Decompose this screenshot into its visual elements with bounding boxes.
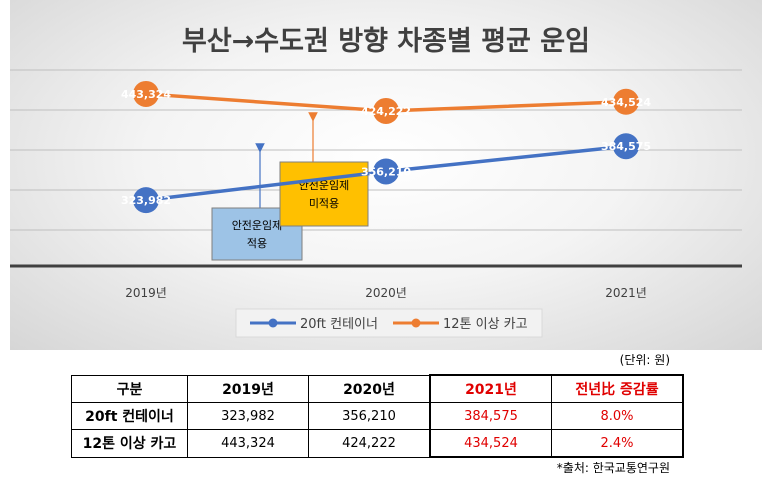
data-point: [613, 88, 639, 115]
cell-cargo-2019: 443,324: [187, 429, 309, 458]
row-label-cargo: 12톤 이상 카고: [71, 429, 188, 458]
legend-label: 12톤 이상 카고: [443, 317, 528, 332]
chart-title: 부산→수도권 방향 차종별 평균 운임: [182, 26, 590, 57]
row-label-container: 20ft 컨테이너: [71, 402, 188, 430]
cell-container-2021: 384,575: [429, 402, 552, 430]
chart-area: 부산→수도권 방향 차종별 평균 운임 2019년 2020년 2021년 안전운임…: [10, 0, 762, 350]
annotation-box: [279, 161, 369, 227]
data-point: [373, 158, 399, 185]
data-point: [133, 187, 159, 214]
source-note: *출처: 한국교통연구원: [556, 461, 670, 475]
annotation-text: 안전운임제: [232, 219, 283, 232]
data-label: 424,222: [361, 105, 411, 118]
line-chart: 부산→수도권 방향 차종별 평균 운임 2019년 2020년 2021년 안전운임…: [10, 26, 742, 338]
header-2021: 2021년: [429, 374, 552, 403]
legend-marker: [411, 318, 421, 328]
annotation-text: 적용: [247, 237, 267, 250]
data-point: [133, 80, 159, 107]
data-label: 384,575: [601, 140, 651, 153]
data-point: [613, 133, 639, 160]
header-change-rate: 전년比 증감률: [551, 374, 684, 403]
cell-cargo-2020: 424,222: [308, 429, 431, 458]
table-row: 20ft 컨테이너 323,982 356,210 384,575 8.0%: [71, 402, 684, 430]
x-tick-label: 2021년: [605, 286, 647, 300]
data-table: 구분 2019년 2020년 2021년 전년比 증감률 20ft 컨테이너 3…: [71, 374, 684, 458]
legend: 20ft 컨테이너 12톤 이상 카고: [235, 308, 543, 338]
x-tick-label: 2020년: [365, 286, 407, 300]
legend-label: 20ft 컨테이너: [300, 317, 378, 332]
table-header-row: 구분 2019년 2020년 2021년 전년比 증감률: [71, 374, 684, 403]
x-tick-label: 2019년: [125, 286, 167, 300]
cell-container-change: 8.0%: [551, 402, 684, 430]
legend-marker: [268, 318, 278, 328]
data-label: 434,524: [601, 96, 651, 109]
table-row: 12톤 이상 카고 443,324 424,222 434,524 2.4%: [71, 429, 684, 458]
cell-container-2019: 323,982: [187, 402, 309, 430]
data-label: 323,982: [121, 194, 171, 207]
cell-container-2020: 356,210: [308, 402, 431, 430]
annotation-text: 안전운임제: [299, 179, 350, 192]
header-category: 구분: [71, 374, 188, 403]
cell-cargo-change: 2.4%: [551, 429, 684, 458]
annotation-text: 미적용: [309, 197, 339, 210]
cell-cargo-2021: 434,524: [429, 429, 552, 458]
data-label: 356,210: [361, 165, 411, 178]
data-label: 443,324: [121, 88, 171, 101]
unit-note: (단위: 원): [619, 353, 670, 367]
header-2020: 2020년: [308, 374, 431, 403]
data-point: [373, 97, 399, 124]
header-2019: 2019년: [187, 374, 309, 403]
